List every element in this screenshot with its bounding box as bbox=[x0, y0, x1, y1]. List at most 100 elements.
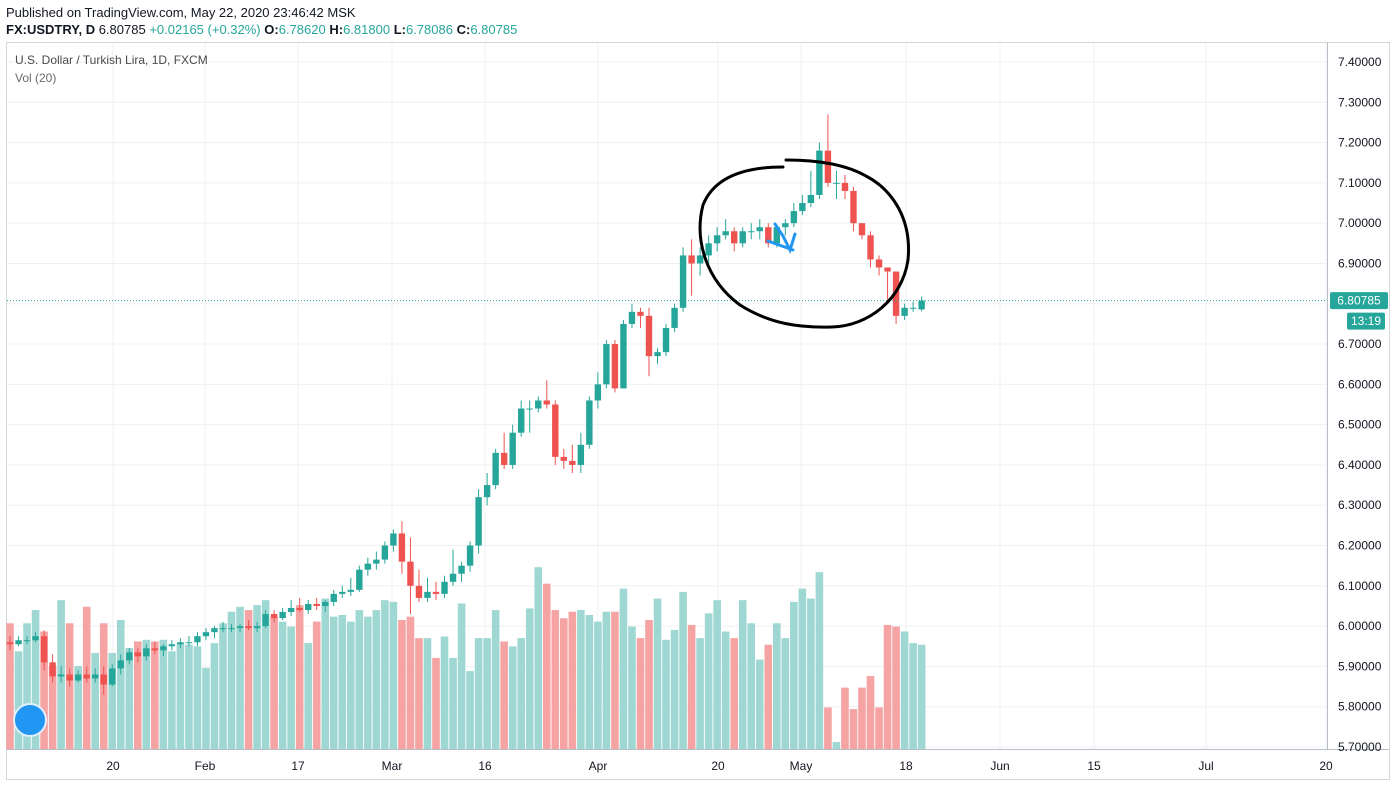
price-tick-label: 5.80000 bbox=[1338, 700, 1382, 714]
volume-bar bbox=[807, 598, 815, 749]
volume-bar bbox=[670, 629, 679, 749]
volume-bar bbox=[74, 666, 82, 749]
candle-body bbox=[509, 432, 516, 465]
candle-body bbox=[560, 456, 567, 461]
candle-body bbox=[66, 674, 73, 681]
volume-bar bbox=[168, 651, 176, 749]
volume-bar bbox=[312, 621, 321, 749]
volume-bar bbox=[679, 591, 687, 749]
candle-body bbox=[364, 563, 372, 570]
price-tick-label: 5.90000 bbox=[1338, 659, 1382, 673]
volume-bar bbox=[329, 616, 338, 749]
candle-body bbox=[594, 384, 602, 401]
volume-bar bbox=[31, 610, 40, 749]
open-label: O: bbox=[264, 22, 279, 37]
volume-bar bbox=[849, 709, 858, 749]
low-value: 6.78086 bbox=[405, 22, 453, 37]
candle-body bbox=[160, 646, 167, 651]
volume-bar bbox=[236, 606, 244, 749]
published-info: Published on TradingView.com, May 22, 20… bbox=[6, 5, 356, 20]
volume-bar bbox=[560, 618, 568, 749]
candle-body bbox=[228, 628, 235, 630]
blue-checkmark bbox=[766, 222, 797, 254]
candle-body bbox=[211, 628, 218, 633]
time-tick-label: Jul bbox=[1198, 759, 1213, 773]
price-tick-label: 5.70000 bbox=[1338, 740, 1382, 754]
volume-bar bbox=[900, 631, 909, 749]
candle-body bbox=[807, 194, 815, 204]
volume-bar bbox=[6, 623, 14, 749]
volume-bar bbox=[210, 643, 219, 749]
symbol-label[interactable]: FX:USDTRY, D bbox=[6, 22, 96, 37]
candle-body bbox=[390, 533, 397, 546]
candle-body bbox=[833, 182, 840, 184]
volume-bar bbox=[892, 626, 900, 749]
candle-body bbox=[432, 591, 440, 594]
candle-body bbox=[100, 674, 107, 685]
candle-body bbox=[270, 614, 278, 619]
candle-body bbox=[731, 231, 738, 244]
candle-body bbox=[466, 545, 474, 566]
time-tick-label: May bbox=[790, 759, 813, 773]
candle-body bbox=[483, 485, 491, 498]
candle-body bbox=[109, 668, 116, 685]
candle-body bbox=[552, 404, 559, 457]
tradingview-logo-icon[interactable] bbox=[13, 703, 47, 737]
candle-body bbox=[603, 344, 610, 385]
volume-bar bbox=[696, 638, 704, 749]
volume-bar bbox=[798, 588, 807, 749]
volume-bar bbox=[278, 621, 287, 749]
candle-body bbox=[253, 626, 261, 629]
open-value: 6.78620 bbox=[278, 22, 326, 37]
volume-bar bbox=[440, 636, 449, 749]
candle-body bbox=[620, 323, 627, 389]
volume-bar bbox=[687, 624, 696, 749]
volume-bar bbox=[815, 572, 824, 749]
candle-body bbox=[117, 660, 124, 669]
candle-body bbox=[611, 344, 619, 389]
volume-bar bbox=[773, 623, 781, 749]
volume-bar bbox=[704, 613, 713, 749]
candle-body bbox=[816, 150, 823, 195]
volume-bar bbox=[457, 603, 466, 749]
volume-bar bbox=[662, 639, 670, 749]
price-tick-label: 6.90000 bbox=[1338, 256, 1382, 270]
candle-body bbox=[305, 603, 312, 610]
volume-bar bbox=[551, 610, 560, 749]
candle-body bbox=[245, 626, 252, 629]
volume-bar bbox=[193, 646, 202, 749]
candle-body bbox=[279, 612, 286, 619]
volume-bar bbox=[730, 638, 738, 749]
candle-body bbox=[407, 561, 414, 586]
candle-body bbox=[287, 607, 295, 613]
candle-body bbox=[748, 231, 755, 233]
volume-bar bbox=[781, 638, 790, 749]
candle-body bbox=[739, 231, 746, 244]
candle-body bbox=[83, 674, 90, 679]
chart-frame[interactable] bbox=[6, 42, 1390, 780]
candle-body bbox=[577, 444, 585, 465]
candle-body bbox=[92, 674, 99, 679]
candle-body bbox=[867, 235, 874, 260]
volume-bar bbox=[355, 610, 364, 749]
volume-bar bbox=[636, 638, 645, 749]
high-label: H: bbox=[329, 22, 344, 37]
candle-body bbox=[875, 259, 883, 268]
close-label: C: bbox=[456, 22, 471, 37]
candle-body bbox=[841, 182, 849, 191]
candle-body bbox=[202, 632, 210, 637]
candle-body bbox=[688, 255, 695, 264]
volume-bar bbox=[577, 610, 585, 749]
candle-body bbox=[824, 150, 832, 183]
volume-bar bbox=[534, 567, 543, 749]
price-tick-label: 7.10000 bbox=[1338, 176, 1382, 190]
volume-bar bbox=[202, 667, 210, 749]
volume-bar bbox=[858, 687, 866, 749]
time-tick-label: Feb bbox=[195, 759, 216, 773]
volume-bar bbox=[628, 626, 636, 749]
candle-body bbox=[705, 243, 712, 256]
time-tick-label: 20 bbox=[106, 759, 120, 773]
candle-body bbox=[765, 227, 772, 244]
volume-bar bbox=[347, 621, 355, 749]
